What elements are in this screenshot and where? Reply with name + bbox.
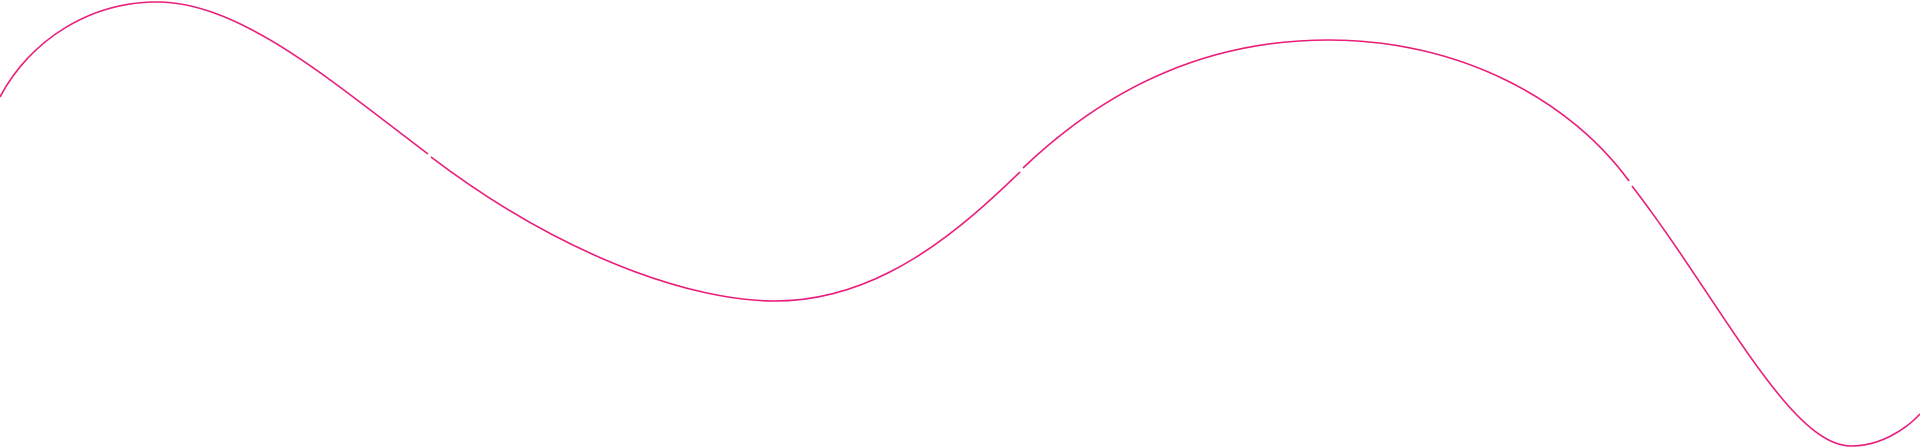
wave-segment: [430, 156, 1021, 302]
wave-segment: [1631, 185, 1920, 447]
wave-segment: [0, 1, 429, 155]
wave-segment: [1022, 39, 1630, 182]
